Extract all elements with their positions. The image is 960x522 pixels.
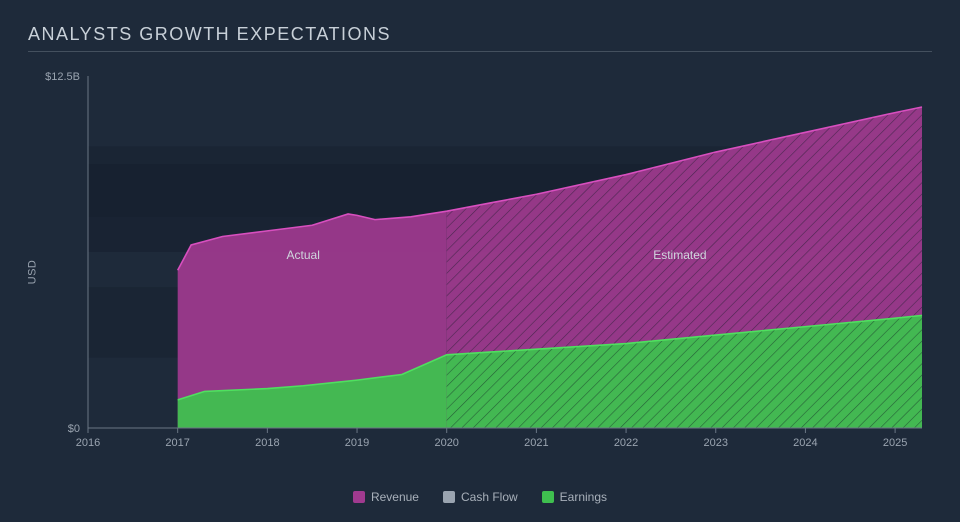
legend-label: Earnings — [560, 490, 607, 504]
legend-item-earnings: Earnings — [542, 490, 607, 504]
x-tick: 2018 — [255, 437, 279, 449]
actual-label: Actual — [287, 248, 320, 262]
chart-area: USD $12.5B $0 2016 2017 2018 2019 2020 2021 2022… — [28, 58, 932, 486]
legend-item-cashflow: Cash Flow — [443, 490, 518, 504]
legend-label: Revenue — [371, 490, 419, 504]
x-tick: 2021 — [524, 437, 548, 449]
y-tick-max: $12.5B — [45, 71, 80, 83]
legend-item-revenue: Revenue — [353, 490, 419, 504]
area-chart: $12.5B $0 2016 2017 2018 2019 2020 2021 2022 2023… — [28, 58, 932, 458]
legend-swatch-revenue — [353, 491, 365, 503]
x-tick: 2017 — [165, 437, 189, 449]
chart-container: ANALYSTS GROWTH EXPECTATIONS USD $12.5B$… — [0, 0, 960, 522]
x-tick: 2022 — [614, 437, 638, 449]
legend-swatch-cashflow — [443, 491, 455, 503]
legend-swatch-earnings — [542, 491, 554, 503]
header: ANALYSTS GROWTH EXPECTATIONS — [28, 24, 932, 52]
x-tick: 2020 — [434, 437, 458, 449]
x-tick: 2025 — [883, 437, 907, 449]
legend: Revenue Cash Flow Earnings — [28, 490, 932, 504]
x-tick: 2023 — [703, 437, 727, 449]
chart-title: ANALYSTS GROWTH EXPECTATIONS — [28, 24, 391, 45]
y-axis-label: USD — [26, 260, 38, 285]
x-tick: 2019 — [345, 437, 369, 449]
x-tick: 2024 — [793, 437, 817, 449]
x-tick: 2016 — [76, 437, 100, 449]
y-tick-zero: $0 — [68, 423, 80, 435]
estimated-label: Estimated — [653, 248, 706, 262]
legend-label: Cash Flow — [461, 490, 518, 504]
